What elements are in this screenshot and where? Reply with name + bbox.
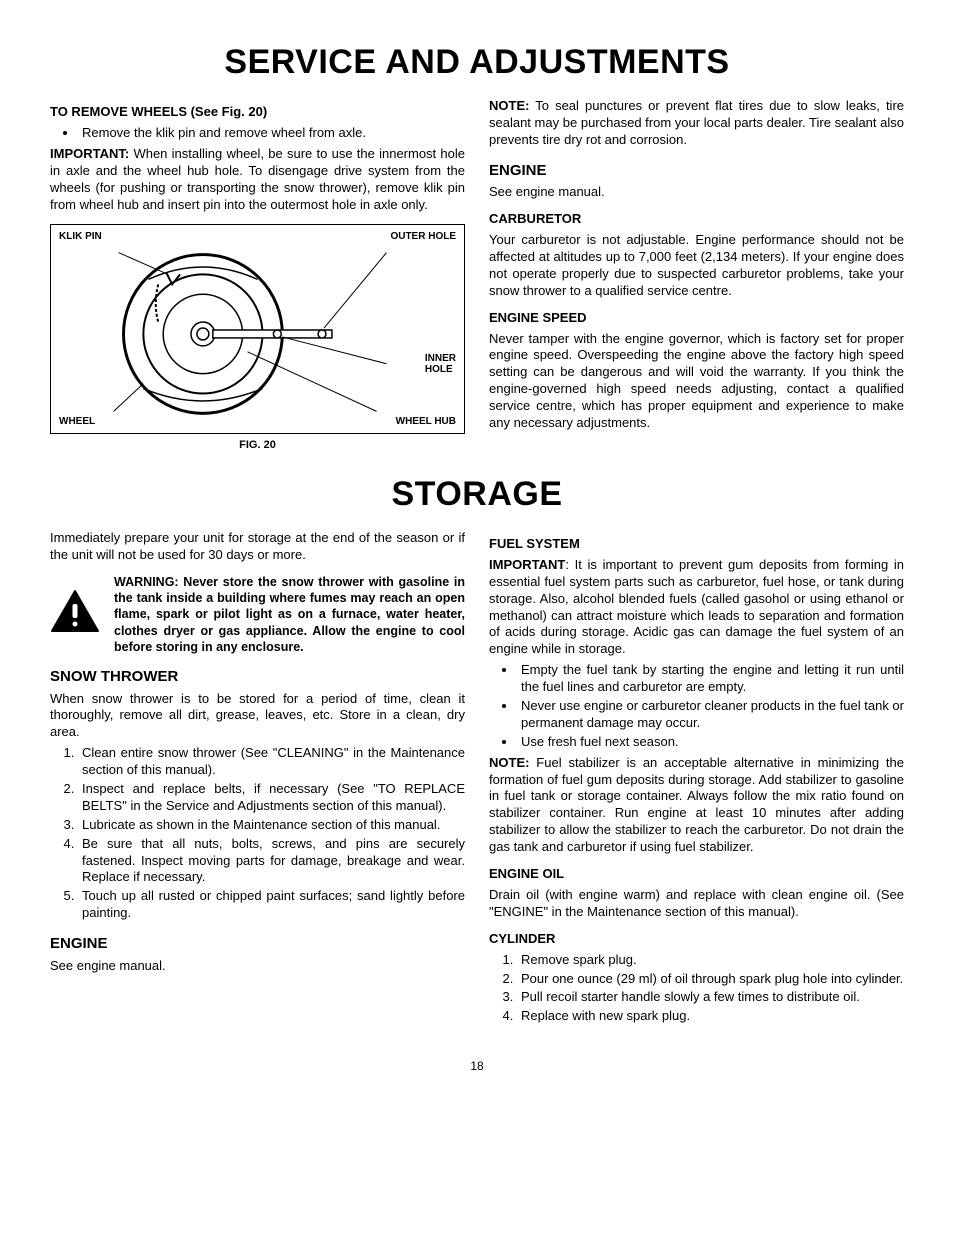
- fuel-bullets: Empty the fuel tank by starting the engi…: [489, 662, 904, 750]
- service-left-col: TO REMOVE WHEELS (See Fig. 20) Remove th…: [50, 94, 465, 462]
- warning-text: WARNING: Never store the snow thrower wi…: [114, 574, 465, 655]
- storage-left-col: Immediately prepare your unit for storag…: [50, 526, 465, 1029]
- fuel-bullet-2: Never use engine or carburetor cleaner p…: [517, 698, 904, 732]
- figure-20: KLIK PIN OUTER HOLE INNER HOLE WHEEL WHE…: [50, 224, 465, 434]
- fig-label-outer-hole: OUTER HOLE: [390, 231, 456, 242]
- fuel-important-label: IMPORTANT: [489, 557, 565, 572]
- remove-wheels-bullet: Remove the klik pin and remove wheel fro…: [78, 125, 465, 142]
- snow-thrower-steps: Clean entire snow thrower (See "CLEANING…: [50, 745, 465, 922]
- warning-block: WARNING: Never store the snow thrower wi…: [50, 574, 465, 655]
- snow-step-1: Clean entire snow thrower (See "CLEANING…: [78, 745, 465, 779]
- fuel-note: NOTE: Fuel stabilizer is an acceptable a…: [489, 755, 904, 856]
- service-right-col: NOTE: To seal punctures or prevent flat …: [489, 94, 904, 462]
- storage-right-col: FUEL SYSTEM IMPORTANT: It is important t…: [489, 526, 904, 1029]
- fig-label-wheel-hub: WHEEL HUB: [396, 416, 456, 427]
- important-paragraph: IMPORTANT: When installing wheel, be sur…: [50, 146, 465, 214]
- important-label: IMPORTANT:: [50, 146, 129, 161]
- fuel-note-text: Fuel stabilizer is an acceptable alterna…: [489, 755, 904, 854]
- warning-icon: [50, 589, 100, 639]
- carburetor-text: Your carburetor is not adjustable. Engin…: [489, 232, 904, 300]
- engine-oil-text: Drain oil (with engine warm) and replace…: [489, 887, 904, 921]
- cylinder-steps: Remove spark plug. Pour one ounce (29 ml…: [489, 952, 904, 1026]
- cyl-step-2: Pour one ounce (29 ml) of oil through sp…: [517, 971, 904, 988]
- cyl-step-3: Pull recoil starter handle slowly a few …: [517, 989, 904, 1006]
- page-number: 18: [50, 1059, 904, 1075]
- storage-intro: Immediately prepare your unit for storag…: [50, 530, 465, 564]
- figure-20-svg: [59, 233, 456, 425]
- fuel-bullet-3: Use fresh fuel next season.: [517, 734, 904, 751]
- section-title-service: SERVICE AND ADJUSTMENTS: [50, 40, 904, 84]
- engine-see-manual: See engine manual.: [489, 184, 904, 201]
- storage-columns: Immediately prepare your unit for storag…: [50, 526, 904, 1029]
- storage-engine-heading: ENGINE: [50, 934, 465, 954]
- fig-label-klik-pin: KLIK PIN: [59, 231, 102, 242]
- engine-heading: ENGINE: [489, 161, 904, 181]
- fuel-system-heading: FUEL SYSTEM: [489, 536, 904, 553]
- service-columns: TO REMOVE WHEELS (See Fig. 20) Remove th…: [50, 94, 904, 462]
- snow-thrower-heading: SNOW THROWER: [50, 667, 465, 687]
- snow-step-4: Be sure that all nuts, bolts, screws, an…: [78, 836, 465, 887]
- fuel-important: IMPORTANT: It is important to prevent gu…: [489, 557, 904, 658]
- storage-engine-p: See engine manual.: [50, 958, 465, 975]
- cylinder-heading: CYLINDER: [489, 931, 904, 948]
- engine-speed-text: Never tamper with the engine governor, w…: [489, 331, 904, 432]
- fuel-bullet-1: Empty the fuel tank by starting the engi…: [517, 662, 904, 696]
- fig-label-inner-hole: INNER HOLE: [425, 353, 456, 375]
- note-label: NOTE:: [489, 98, 529, 113]
- section-title-storage: STORAGE: [50, 472, 904, 516]
- snow-step-2: Inspect and replace belts, if necessary …: [78, 781, 465, 815]
- snow-thrower-intro: When snow thrower is to be stored for a …: [50, 691, 465, 742]
- figure-20-caption: FIG. 20: [50, 438, 465, 452]
- note-sealant: NOTE: To seal punctures or prevent flat …: [489, 98, 904, 149]
- fig-label-wheel: WHEEL: [59, 416, 95, 427]
- carburetor-heading: CARBURETOR: [489, 211, 904, 228]
- snow-step-3: Lubricate as shown in the Maintenance se…: [78, 817, 465, 834]
- remove-wheels-heading: TO REMOVE WHEELS (See Fig. 20): [50, 104, 465, 121]
- cyl-step-4: Replace with new spark plug.: [517, 1008, 904, 1025]
- engine-oil-heading: ENGINE OIL: [489, 866, 904, 883]
- note-text: To seal punctures or prevent flat tires …: [489, 98, 904, 147]
- cyl-step-1: Remove spark plug.: [517, 952, 904, 969]
- snow-step-5: Touch up all rusted or chipped paint sur…: [78, 888, 465, 922]
- fuel-note-label: NOTE:: [489, 755, 529, 770]
- engine-speed-heading: ENGINE SPEED: [489, 310, 904, 327]
